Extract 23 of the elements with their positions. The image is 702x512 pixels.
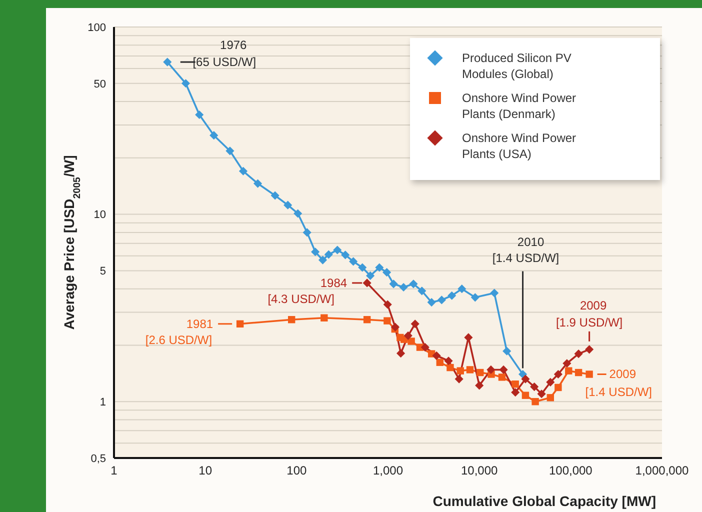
annotation: 2009 [1.4 USD/W]: [585, 367, 652, 400]
annotation: 1981 [2.6 USD/W]: [145, 316, 214, 347]
annotation: 2010 [1.4 USD/W]: [492, 235, 560, 266]
y-tick-label: 10: [94, 209, 106, 222]
x-tick-label: 10: [198, 464, 212, 478]
legend-label: Produced Silicon PV Modules (Global): [462, 50, 572, 82]
x-tick-label: 1,000: [372, 464, 404, 478]
x-tick-label: 100: [286, 464, 307, 478]
annotation: 1984 [4.3 USD/W]: [268, 276, 348, 306]
y-tick-label: 0,5: [90, 452, 106, 465]
y-tick-label: 50: [94, 78, 106, 90]
y-tick-label: 5: [100, 266, 106, 278]
x-axis-title: Cumulative Global Capacity [MW]: [432, 493, 656, 509]
x-tick-label: 10,000: [460, 464, 498, 478]
x-tick-label: 1,000,000: [635, 464, 690, 478]
annotation: 1976 [65 USD/W]: [192, 38, 256, 70]
annotation: 2009 [1.9 USD/W]: [556, 298, 623, 330]
legend-label: Onshore Wind Power Plants (USA): [462, 130, 578, 162]
legend-label: Onshore Wind Power Plants (Denmark): [462, 90, 578, 122]
x-tick-label: 100,000: [548, 464, 593, 478]
y-tick-label: 100: [88, 22, 106, 34]
y-tick-label: 1: [100, 396, 106, 409]
x-tick-label: 1: [110, 464, 118, 478]
